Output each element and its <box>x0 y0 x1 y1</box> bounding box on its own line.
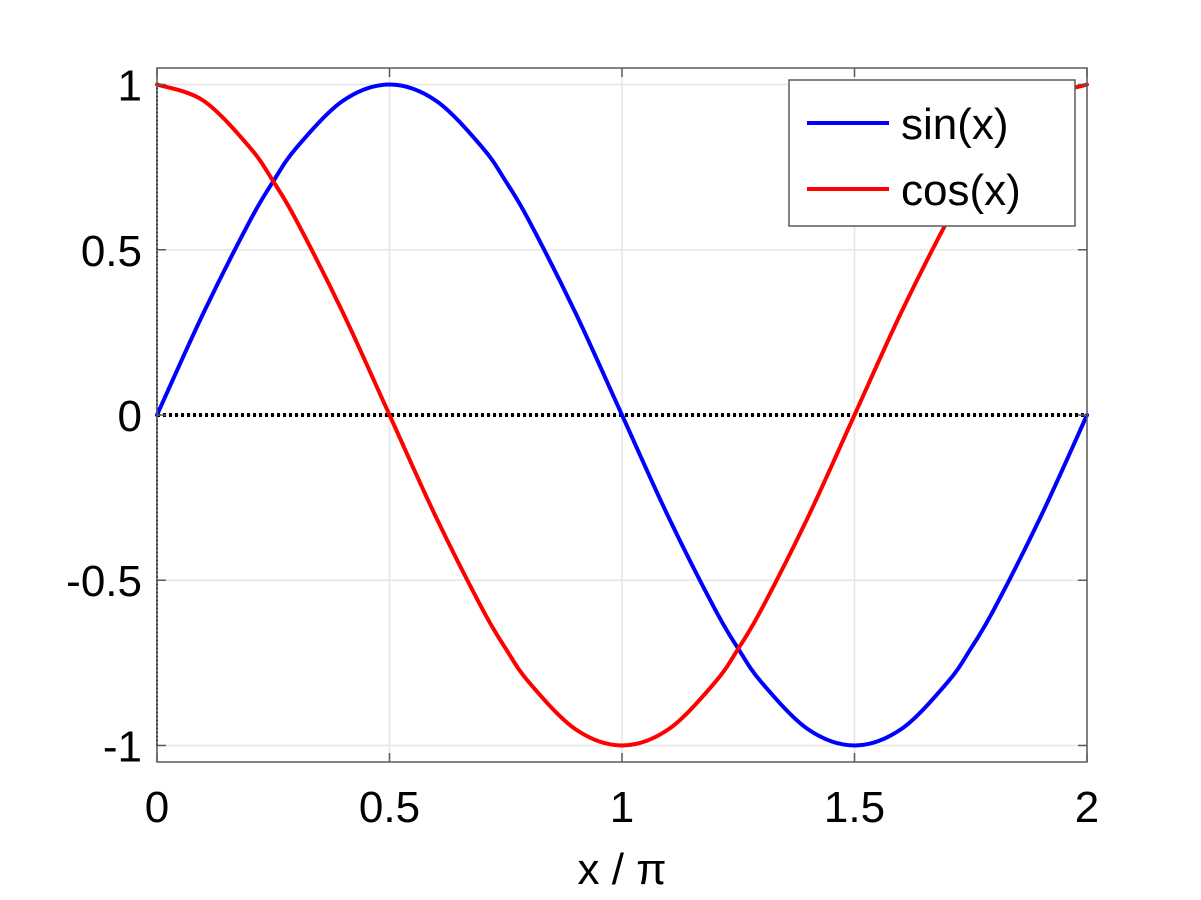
y-tick-label: 0.5 <box>81 227 142 276</box>
x-tick-label: 1 <box>610 783 634 832</box>
series-lines <box>155 82 1089 748</box>
y-tick-label: -0.5 <box>66 557 142 606</box>
x-tick-label: 2 <box>1075 783 1099 832</box>
x-axis-title: x / π <box>577 845 666 894</box>
legend-label: cos(x) <box>901 166 1021 215</box>
x-tick-label: 1.5 <box>824 783 885 832</box>
series-line-sin-x <box>155 82 1089 748</box>
axis-ticks: 0 0.5 1 1.5 2 -1 -0.5 0 0.5 1 <box>66 62 1099 832</box>
y-tick-label: 1 <box>118 62 142 111</box>
legend: sin(x) cos(x) <box>788 79 1076 227</box>
legend-box <box>788 79 1076 227</box>
legend-label: sin(x) <box>901 100 1009 149</box>
y-tick-label: -1 <box>103 722 142 771</box>
series-line-cos-x <box>155 82 1089 748</box>
y-tick-label: 0 <box>118 392 142 441</box>
x-tick-label: 0 <box>145 783 169 832</box>
x-tick-label: 0.5 <box>359 783 420 832</box>
